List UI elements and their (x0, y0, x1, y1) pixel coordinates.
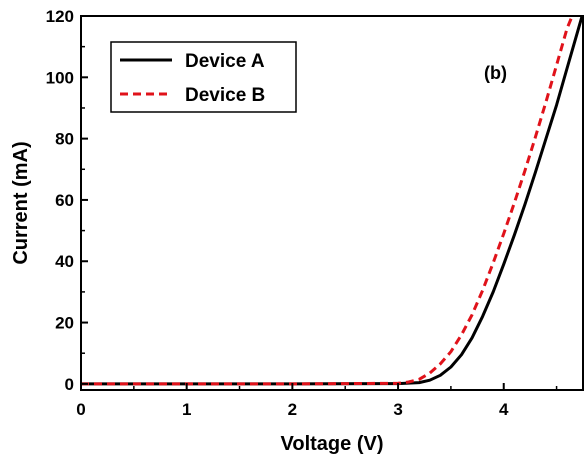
y-tick-label: 100 (46, 68, 74, 87)
panel-label: (b) (484, 63, 507, 83)
y-tick-label: 0 (65, 375, 74, 394)
plot-frame (80, 15, 584, 391)
series-layer (81, 16, 583, 386)
y-tick-label: 80 (55, 130, 74, 149)
x-tick-label: 1 (182, 400, 191, 419)
legend-label-device-b: Device B (185, 85, 265, 106)
legend: Device A Device B (110, 41, 297, 113)
x-tick-label: 0 (76, 400, 85, 419)
series-line-device-b (81, 16, 574, 386)
legend-label-device-a: Device A (185, 51, 265, 72)
x-tick-label: 2 (288, 400, 297, 419)
y-tick-label: 20 (55, 314, 74, 333)
x-axis-title: Voltage (V) (281, 433, 384, 455)
legend-box (110, 41, 297, 113)
y-axis-title: Current (mA) (10, 141, 32, 264)
x-tick-label: 3 (393, 400, 402, 419)
x-tick-label: 4 (499, 400, 509, 419)
y-tick-label: 40 (55, 252, 74, 271)
y-tick-label: 120 (46, 7, 74, 26)
series-line-device-a (81, 16, 583, 386)
y-tick-label: 60 (55, 191, 74, 210)
